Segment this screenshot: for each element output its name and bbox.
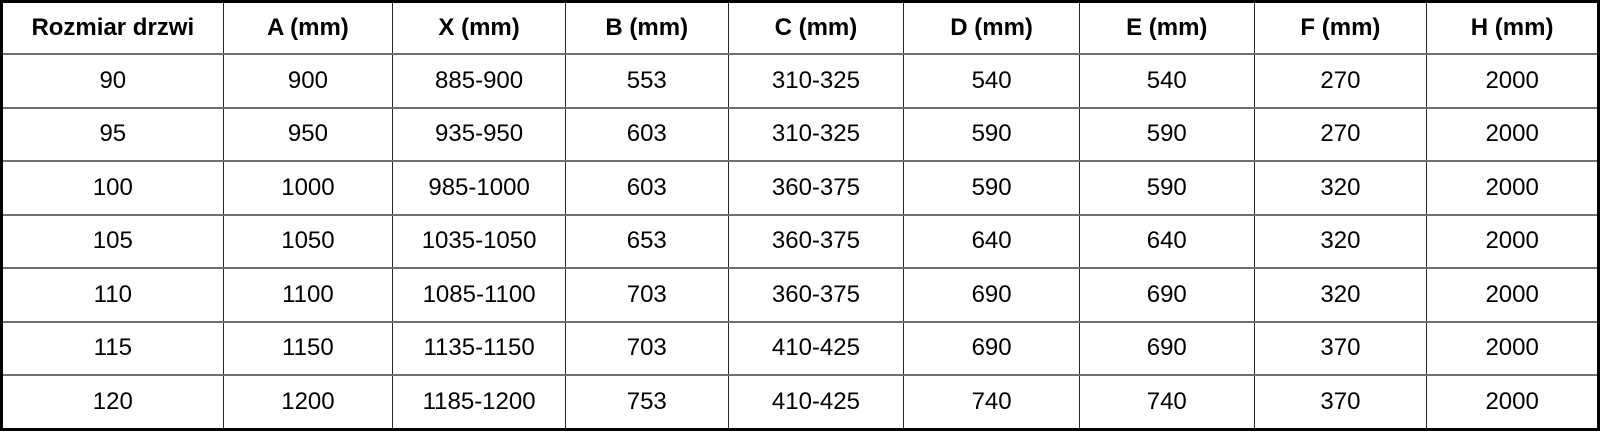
table-cell: 590	[1078, 160, 1255, 215]
table-row: 115 1150 1135-1150 703 410-425 690 690 370 2000	[1, 320, 1599, 375]
table-cell: 603	[564, 106, 729, 161]
table-cell: 1050	[222, 213, 394, 268]
table-cell: 370	[1253, 374, 1428, 429]
table-row: 100 1000 985-1000 603 360-375 590 590 320 2000	[1, 160, 1599, 215]
table-cell: 690	[903, 267, 1080, 322]
table-cell: 320	[1253, 160, 1428, 215]
table-cell: 753	[564, 374, 729, 429]
table-cell: 310-325	[727, 54, 905, 108]
table-cell: 540	[1078, 54, 1255, 108]
table-cell: 640	[903, 213, 1080, 268]
table-cell: 1100	[222, 267, 394, 322]
table-cell: 270	[1253, 54, 1428, 108]
header-row: Rozmiar drzwi A (mm) X (mm) B (mm) C (mm…	[1, 1, 1599, 55]
table-cell: 590	[903, 160, 1080, 215]
table-cell: 2000	[1426, 374, 1599, 429]
column-header-b-mm: B (mm)	[564, 1, 729, 55]
table-cell: 95	[1, 106, 224, 161]
table-cell: 2000	[1426, 213, 1599, 268]
table-row: 120 1200 1185-1200 753 410-425 740 740 370 2000	[1, 374, 1599, 429]
table-body: 90 900 885-900 553 310-325 540 540 270 2000 95 950…	[1, 54, 1599, 429]
table-cell: 540	[903, 54, 1080, 108]
table-row: 90 900 885-900 553 310-325 540 540 270 2000	[1, 54, 1599, 108]
table-cell: 935-950	[392, 106, 566, 161]
table-cell: 703	[564, 267, 729, 322]
column-header-a-mm: A (mm)	[222, 1, 394, 55]
table-cell: 105	[1, 213, 224, 268]
column-header-c-mm: C (mm)	[727, 1, 905, 55]
table-cell: 590	[1078, 106, 1255, 161]
table-cell: 1185-1200	[392, 374, 566, 429]
table-cell: 370	[1253, 320, 1428, 375]
table-row: 110 1100 1085-1100 703 360-375 690 690 320 2000	[1, 267, 1599, 322]
table-cell: 553	[564, 54, 729, 108]
table-cell: 2000	[1426, 160, 1599, 215]
table-cell: 1000	[222, 160, 394, 215]
column-header-rozmiar-drzwi: Rozmiar drzwi	[1, 1, 224, 55]
table-cell: 1035-1050	[392, 213, 566, 268]
table-cell: 885-900	[392, 54, 566, 108]
table-row: 105 1050 1035-1050 653 360-375 640 640 320 2000	[1, 213, 1599, 268]
table-cell: 120	[1, 374, 224, 429]
column-header-h-mm: H (mm)	[1426, 1, 1599, 55]
table-cell: 740	[1078, 374, 1255, 429]
table-cell: 1150	[222, 320, 394, 375]
table-cell: 115	[1, 320, 224, 375]
table-cell: 603	[564, 160, 729, 215]
table-cell: 410-425	[727, 320, 905, 375]
table-cell: 703	[564, 320, 729, 375]
table-cell: 1085-1100	[392, 267, 566, 322]
column-header-x-mm: X (mm)	[392, 1, 566, 55]
table-cell: 100	[1, 160, 224, 215]
column-header-e-mm: E (mm)	[1078, 1, 1255, 55]
table-cell: 690	[1078, 267, 1255, 322]
table-cell: 110	[1, 267, 224, 322]
table-cell: 653	[564, 213, 729, 268]
table-cell: 360-375	[727, 213, 905, 268]
table-cell: 320	[1253, 267, 1428, 322]
table-cell: 900	[222, 54, 394, 108]
table-cell: 2000	[1426, 267, 1599, 322]
table-cell: 985-1000	[392, 160, 566, 215]
table-cell: 2000	[1426, 320, 1599, 375]
table-cell: 310-325	[727, 106, 905, 161]
column-header-d-mm: D (mm)	[903, 1, 1080, 55]
table-row: 95 950 935-950 603 310-325 590 590 270 2000	[1, 106, 1599, 161]
table-cell: 950	[222, 106, 394, 161]
table-cell: 2000	[1426, 106, 1599, 161]
table-cell: 360-375	[727, 160, 905, 215]
table-cell: 740	[903, 374, 1080, 429]
table-cell: 270	[1253, 106, 1428, 161]
table-cell: 2000	[1426, 54, 1599, 108]
table-cell: 320	[1253, 213, 1428, 268]
table-cell: 590	[903, 106, 1080, 161]
table-cell: 640	[1078, 213, 1255, 268]
table-cell: 90	[1, 54, 224, 108]
table-cell: 1200	[222, 374, 394, 429]
table-cell: 360-375	[727, 267, 905, 322]
table-cell: 690	[903, 320, 1080, 375]
column-header-f-mm: F (mm)	[1253, 1, 1428, 55]
table-cell: 690	[1078, 320, 1255, 375]
table-cell: 1135-1150	[392, 320, 566, 375]
table-cell: 410-425	[727, 374, 905, 429]
